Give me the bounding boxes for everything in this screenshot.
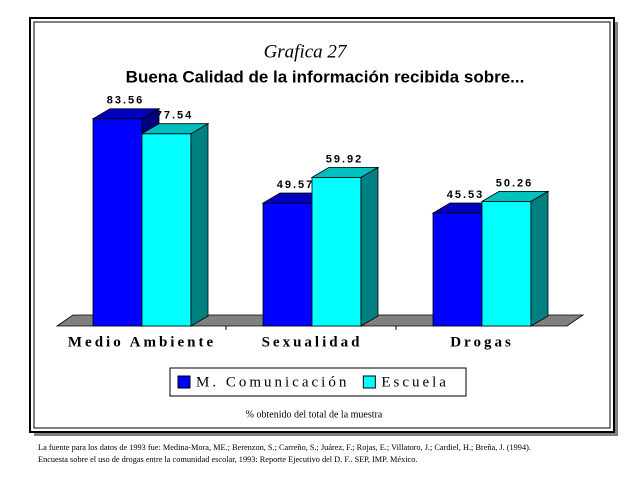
x-tick-label: Sexualidad (262, 334, 363, 350)
bar-front (311, 176, 362, 327)
source-line: La fuente para los datos de 1993 fue: Me… (38, 443, 531, 452)
bar (310, 166, 380, 327)
bar-front (481, 200, 532, 327)
x-tick-label: Drogas (450, 334, 514, 350)
legend-swatch (177, 375, 191, 389)
legend-swatch (362, 375, 376, 389)
bar-top (91, 108, 161, 120)
chart-subtitle: Buena Calidad de la información recibida… (126, 67, 525, 86)
bar (140, 123, 210, 327)
bar-top (140, 123, 210, 135)
bar-side (360, 166, 379, 327)
legend-label: M. Comunicación (196, 374, 349, 390)
data-label: 77.54 (156, 110, 194, 122)
bar (480, 190, 550, 327)
bar-top (310, 166, 380, 178)
data-label: 49.57 (277, 179, 315, 191)
data-label: 59.92 (326, 153, 364, 165)
note: % obtenido del total de la muestra (246, 409, 383, 420)
legend (169, 367, 467, 397)
data-label: 83.56 (107, 95, 145, 107)
data-label: 50.26 (496, 177, 534, 189)
legend-label: Escuela (381, 374, 449, 390)
source-line: Encuesta sobre el uso de drogas entre la… (38, 455, 417, 464)
x-tick-label: Medio Ambiente (68, 334, 216, 350)
bar-side (190, 123, 209, 327)
data-label: 45.53 (447, 189, 485, 201)
bar-front (92, 118, 143, 327)
bar-front (141, 133, 192, 327)
chart-title: Grafica 27 (264, 41, 348, 62)
bar-top (480, 190, 550, 202)
frame-inner (33, 21, 611, 429)
bar-front (262, 202, 313, 327)
bar-side (530, 190, 549, 327)
bar-front (432, 212, 483, 327)
